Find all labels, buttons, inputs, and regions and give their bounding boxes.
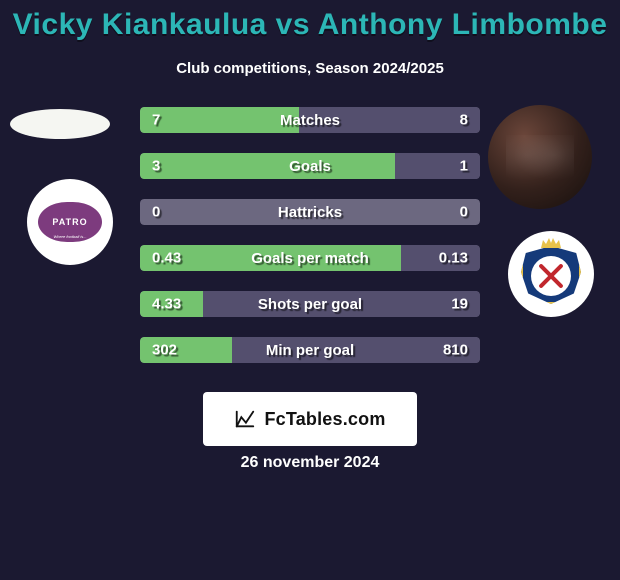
comparison-stage: PATRO Where football is... 7 8 Matches 3 1 Go…	[0, 101, 620, 401]
stat-row: 0.43 0.13 Goals per match	[140, 245, 480, 271]
player-left-photo	[10, 109, 110, 139]
club-badge-patro: PATRO Where football is...	[38, 202, 102, 242]
player-right-club-badge	[508, 231, 594, 317]
photo-shading	[506, 135, 574, 185]
stat-label: Goals	[289, 158, 331, 175]
stat-value-left: 4.33	[152, 296, 181, 313]
brand-text: FcTables.com	[264, 409, 385, 430]
stat-value-right: 19	[451, 296, 468, 313]
stat-label: Matches	[280, 112, 340, 129]
stat-value-left: 0	[152, 204, 160, 221]
stat-value-left: 3	[152, 158, 160, 175]
brand-icon	[234, 408, 256, 430]
stat-bar-left	[140, 153, 395, 179]
stat-label: Shots per goal	[258, 296, 362, 313]
stat-row: 4.33 19 Shots per goal	[140, 291, 480, 317]
stat-bars: 7 8 Matches 3 1 Goals 0 0 Hattricks 0.43 0.13 Goals…	[140, 107, 480, 383]
stat-label: Goals per match	[251, 250, 369, 267]
brand-badge[interactable]: FcTables.com	[203, 392, 417, 446]
stat-value-left: 0.43	[152, 250, 181, 267]
stat-label: Min per goal	[266, 342, 354, 359]
stat-value-right: 810	[443, 342, 468, 359]
stat-value-left: 302	[152, 342, 177, 359]
subtitle: Club competitions, Season 2024/2025	[0, 60, 620, 77]
stat-row: 302 810 Min per goal	[140, 337, 480, 363]
stat-row: 0 0 Hattricks	[140, 199, 480, 225]
stat-value-right: 0	[460, 204, 468, 221]
stat-bar-left	[140, 107, 299, 133]
stat-row: 7 8 Matches	[140, 107, 480, 133]
date-label: 26 november 2024	[0, 454, 620, 472]
page-title: Vicky Kiankaulua vs Anthony Limbombe	[0, 0, 620, 42]
club-badge-text: PATRO	[52, 217, 87, 227]
stat-row: 3 1 Goals	[140, 153, 480, 179]
stat-label: Hattricks	[278, 204, 342, 221]
club-badge-tagline: Where football is...	[53, 234, 86, 239]
player-left-club-badge: PATRO Where football is...	[27, 179, 113, 265]
stat-value-right: 0.13	[439, 250, 468, 267]
stat-value-right: 1	[460, 158, 468, 175]
player-right-photo	[488, 105, 592, 209]
stat-value-left: 7	[152, 112, 160, 129]
club-badge-waasland	[519, 242, 583, 306]
stat-value-right: 8	[460, 112, 468, 129]
